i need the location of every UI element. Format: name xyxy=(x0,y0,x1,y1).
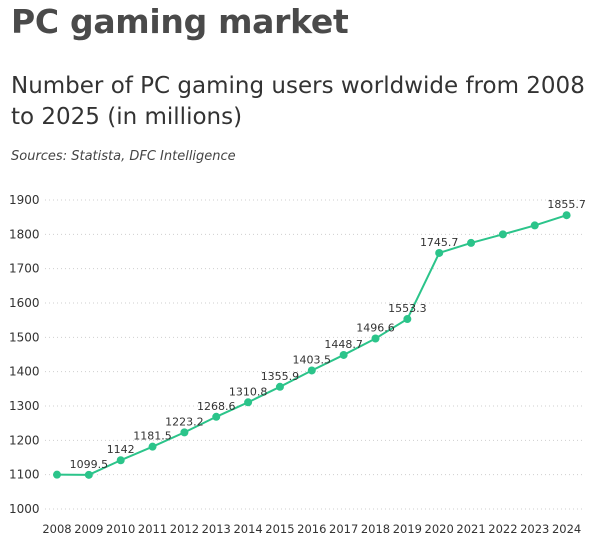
data-label: 1496.6 xyxy=(356,322,395,335)
y-tick-label: 1300 xyxy=(9,399,40,413)
x-tick-label: 2008 xyxy=(42,522,71,536)
x-tick-label: 2024 xyxy=(552,522,581,536)
y-tick-label: 1000 xyxy=(9,502,40,516)
data-point xyxy=(403,315,412,324)
data-label: 1745.7 xyxy=(420,236,459,249)
y-tick-label: 1700 xyxy=(9,262,40,276)
data-label: 1310.8 xyxy=(229,385,268,398)
data-label: 1142 xyxy=(107,443,135,456)
y-tick-label: 1600 xyxy=(9,296,40,310)
data-point xyxy=(84,470,93,479)
x-tick-label: 2019 xyxy=(393,522,422,536)
data-point xyxy=(530,221,539,230)
data-point xyxy=(467,238,476,247)
data-point xyxy=(116,456,125,465)
y-tick-label: 1400 xyxy=(9,365,40,379)
data-point xyxy=(275,382,284,391)
data-point xyxy=(180,428,189,437)
chart-source: Sources: Statista, DFC Intelligence xyxy=(11,149,236,164)
x-tick-label: 2010 xyxy=(106,522,135,536)
x-tick-label: 2011 xyxy=(138,522,167,536)
y-tick-label: 1100 xyxy=(9,468,40,482)
chart-subtitle: Number of PC gaming users worldwide from… xyxy=(11,73,585,130)
data-label: 1099.5 xyxy=(70,458,109,471)
y-tick-label: 1800 xyxy=(9,227,40,241)
x-axis-ticks: 2008 2009 2010 2011 2012 2013 2014 2015 2016 2017… xyxy=(42,522,581,536)
x-tick-label: 2018 xyxy=(361,522,390,536)
x-tick-label: 2020 xyxy=(425,522,454,536)
data-point xyxy=(371,334,380,343)
data-label: 1355.9 xyxy=(261,370,300,383)
data-label: 1223.2 xyxy=(165,415,204,428)
x-tick-label: 2021 xyxy=(456,522,485,536)
x-tick-label: 2013 xyxy=(202,522,231,536)
data-label: 1268.6 xyxy=(197,400,236,413)
y-tick-label: 1900 xyxy=(9,193,40,207)
data-point xyxy=(435,248,444,257)
data-label: 1448.7 xyxy=(324,338,363,351)
x-tick-label: 2012 xyxy=(170,522,199,536)
y-axis-ticks: 1000 1100 1200 1300 1400 1500 1600 1700 1800 1900 xyxy=(9,193,40,516)
data-point xyxy=(212,412,221,421)
y-tick-label: 1500 xyxy=(9,330,40,344)
x-tick-label: 2023 xyxy=(520,522,549,536)
data-point xyxy=(562,211,571,220)
y-tick-label: 1200 xyxy=(9,433,40,447)
x-tick-label: 2015 xyxy=(265,522,294,536)
data-point xyxy=(244,398,253,407)
x-tick-label: 2009 xyxy=(74,522,103,536)
data-point xyxy=(498,230,507,239)
data-label: 1553.3 xyxy=(388,302,427,315)
x-tick-label: 2022 xyxy=(488,522,517,536)
data-points xyxy=(53,211,571,479)
data-label: 1855.7 xyxy=(547,198,586,211)
data-label: 1181.5 xyxy=(133,430,172,443)
x-tick-label: 2016 xyxy=(297,522,326,536)
x-tick-label: 2014 xyxy=(233,522,262,536)
data-point xyxy=(339,350,348,359)
data-label: 1403.5 xyxy=(293,353,332,366)
data-point xyxy=(53,470,61,479)
data-point xyxy=(307,366,316,375)
data-point xyxy=(148,442,157,451)
chart-title: PC gaming market xyxy=(11,2,349,41)
x-tick-label: 2017 xyxy=(329,522,358,536)
